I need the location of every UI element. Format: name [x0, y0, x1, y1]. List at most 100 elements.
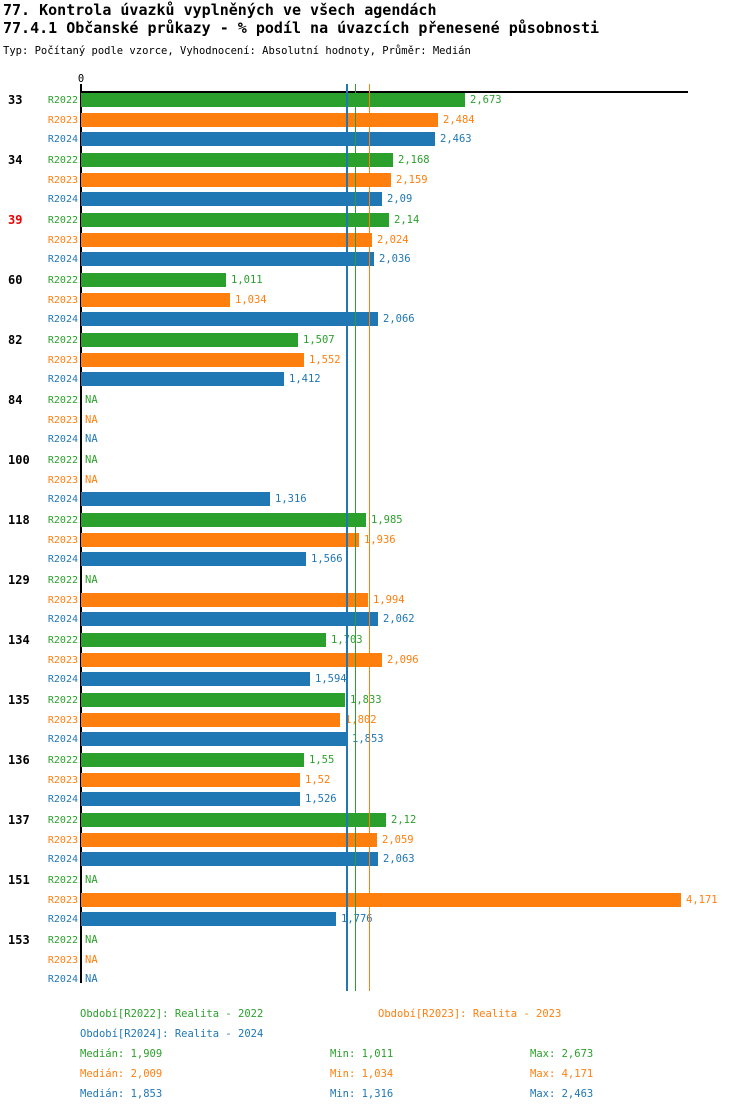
- group-label-60: 60: [8, 273, 23, 287]
- bar-137-r2022: [81, 813, 386, 827]
- na-label: NA: [85, 394, 98, 406]
- bar-136-r2022: [81, 753, 304, 767]
- bar-row-135-r2022: 135 R2022 1,833: [0, 693, 750, 707]
- series-label-r2024: R2024: [47, 734, 78, 745]
- group-label-34: 34: [8, 153, 23, 167]
- bar-group-136: 136 R2022 1,55 R2023 1,52 R2024 1,526: [0, 753, 750, 813]
- bar-118-r2022: [81, 513, 366, 527]
- series-label-r2022: R2022: [47, 875, 78, 886]
- bar-value-label: 1,55: [309, 754, 335, 766]
- legend-max-r2024: Max: 2,463: [530, 1088, 594, 1100]
- legend-period-r2024: Období[R2024]: Realita - 2024: [80, 1028, 264, 1040]
- series-label-r2022: R2022: [47, 95, 78, 106]
- median-line-r2022: [354, 84, 356, 991]
- bar-value-label: 1,985: [371, 514, 403, 526]
- bar-82-r2022: [81, 333, 298, 347]
- na-label: NA: [85, 413, 98, 426]
- series-label-r2023: R2023: [47, 474, 78, 486]
- series-label-r2023: R2023: [47, 234, 78, 246]
- bar-group-153: 153 R2022 NA R2023 NA R2024 NA: [0, 933, 750, 993]
- bar-row-135-r2023: R2023 1,802: [0, 712, 750, 727]
- bar-value-label: 1,034: [235, 293, 267, 306]
- series-label-r2024: R2024: [47, 134, 78, 145]
- x-axis-line: [80, 91, 688, 93]
- bar-value-label: 1,936: [364, 533, 396, 546]
- bar-value-label: 2,036: [379, 253, 411, 265]
- group-label-129: 129: [8, 573, 30, 587]
- bar-row-100-r2024: R2024 1,316: [0, 492, 750, 506]
- bar-value-label: 1,507: [303, 334, 335, 346]
- bar-row-34-r2023: R2023 2,159: [0, 172, 750, 187]
- series-label-r2024: R2024: [47, 434, 78, 445]
- bar-value-label: 2,168: [398, 154, 430, 166]
- bar-row-134-r2023: R2023 2,096: [0, 652, 750, 667]
- bar-row-34-r2024: R2024 2,09: [0, 192, 750, 206]
- bar-118-r2023: [81, 532, 359, 547]
- bar-151-r2024: [81, 912, 336, 926]
- bar-row-151-r2023: R2023 4,171: [0, 892, 750, 907]
- series-label-r2023: R2023: [47, 594, 78, 606]
- series-label-r2023: R2023: [47, 954, 78, 966]
- bar-136-r2024: [81, 792, 300, 806]
- bar-value-label: 2,059: [382, 833, 414, 846]
- legend-min-r2024: Min: 1,316: [330, 1088, 394, 1100]
- series-label-r2024: R2024: [47, 194, 78, 205]
- bar-row-118-r2024: R2024 1,566: [0, 552, 750, 566]
- series-label-r2022: R2022: [47, 815, 78, 826]
- bar-100-r2024: [81, 492, 270, 506]
- bar-60-r2023: [81, 292, 230, 307]
- bar-group-84: 84 R2022 NA R2023 NA R2024 NA: [0, 393, 750, 453]
- bar-value-label: 1,316: [275, 493, 307, 505]
- series-label-r2023: R2023: [47, 774, 78, 786]
- legend-period-r2023: Období[R2023]: Realita - 2023: [378, 1008, 562, 1020]
- bar-34-r2022: [81, 153, 393, 167]
- bar-group-82: 82 R2022 1,507 R2023 1,552 R2024 1,412: [0, 333, 750, 393]
- series-label-r2023: R2023: [47, 534, 78, 546]
- series-label-r2023: R2023: [47, 714, 78, 726]
- na-label: NA: [85, 454, 98, 466]
- na-label: NA: [85, 953, 98, 966]
- group-label-136: 136: [8, 753, 30, 767]
- bar-row-33-r2022: 33 R2022 2,673: [0, 93, 750, 107]
- bar-value-label: 2,484: [443, 113, 475, 126]
- series-label-r2022: R2022: [47, 455, 78, 466]
- series-label-r2023: R2023: [47, 414, 78, 426]
- series-label-r2022: R2022: [47, 215, 78, 226]
- bar-value-label: 1,853: [352, 733, 384, 745]
- bar-group-34: 34 R2022 2,168 R2023 2,159 R2024 2,09: [0, 153, 750, 213]
- bar-value-label: 1,776: [341, 913, 373, 925]
- bar-137-r2023: [81, 832, 377, 847]
- bar-row-39-r2023: R2023 2,024: [0, 232, 750, 247]
- bar-value-label: 2,096: [387, 653, 419, 666]
- legend-median-r2022: Medián: 1,909: [80, 1048, 163, 1060]
- series-label-r2024: R2024: [47, 374, 78, 385]
- group-label-135: 135: [8, 693, 30, 707]
- series-label-r2023: R2023: [47, 654, 78, 666]
- series-label-r2022: R2022: [47, 515, 78, 526]
- bar-row-137-r2023: R2023 2,059: [0, 832, 750, 847]
- series-label-r2022: R2022: [47, 695, 78, 706]
- bar-value-label: 2,063: [383, 853, 415, 865]
- bar-60-r2022: [81, 273, 226, 287]
- bar-136-r2023: [81, 772, 300, 787]
- bar-value-label: 2,159: [396, 173, 428, 186]
- x-axis-origin-label: 0: [77, 73, 85, 85]
- bar-135-r2024: [81, 732, 347, 746]
- bar-value-label: 1,594: [315, 673, 347, 685]
- bar-row-129-r2023: R2023 1,994: [0, 592, 750, 607]
- series-label-r2023: R2023: [47, 174, 78, 186]
- bar-39-r2024: [81, 252, 374, 266]
- bar-151-r2023: [81, 892, 681, 907]
- page-subtitle: 77.4.1 Občanské průkazy - % podíl na úva…: [3, 19, 600, 37]
- bar-82-r2023: [81, 352, 304, 367]
- group-label-153: 153: [8, 933, 30, 947]
- bar-33-r2022: [81, 93, 465, 107]
- bar-row-82-r2023: R2023 1,552: [0, 352, 750, 367]
- bar-group-118: 118 R2022 1,985 R2023 1,936 R2024 1,566: [0, 513, 750, 573]
- bar-group-100: 100 R2022 NA R2023 NA R2024 1,316: [0, 453, 750, 513]
- bar-value-label: 1,52: [305, 773, 331, 786]
- series-label-r2024: R2024: [47, 254, 78, 265]
- bar-row-60-r2023: R2023 1,034: [0, 292, 750, 307]
